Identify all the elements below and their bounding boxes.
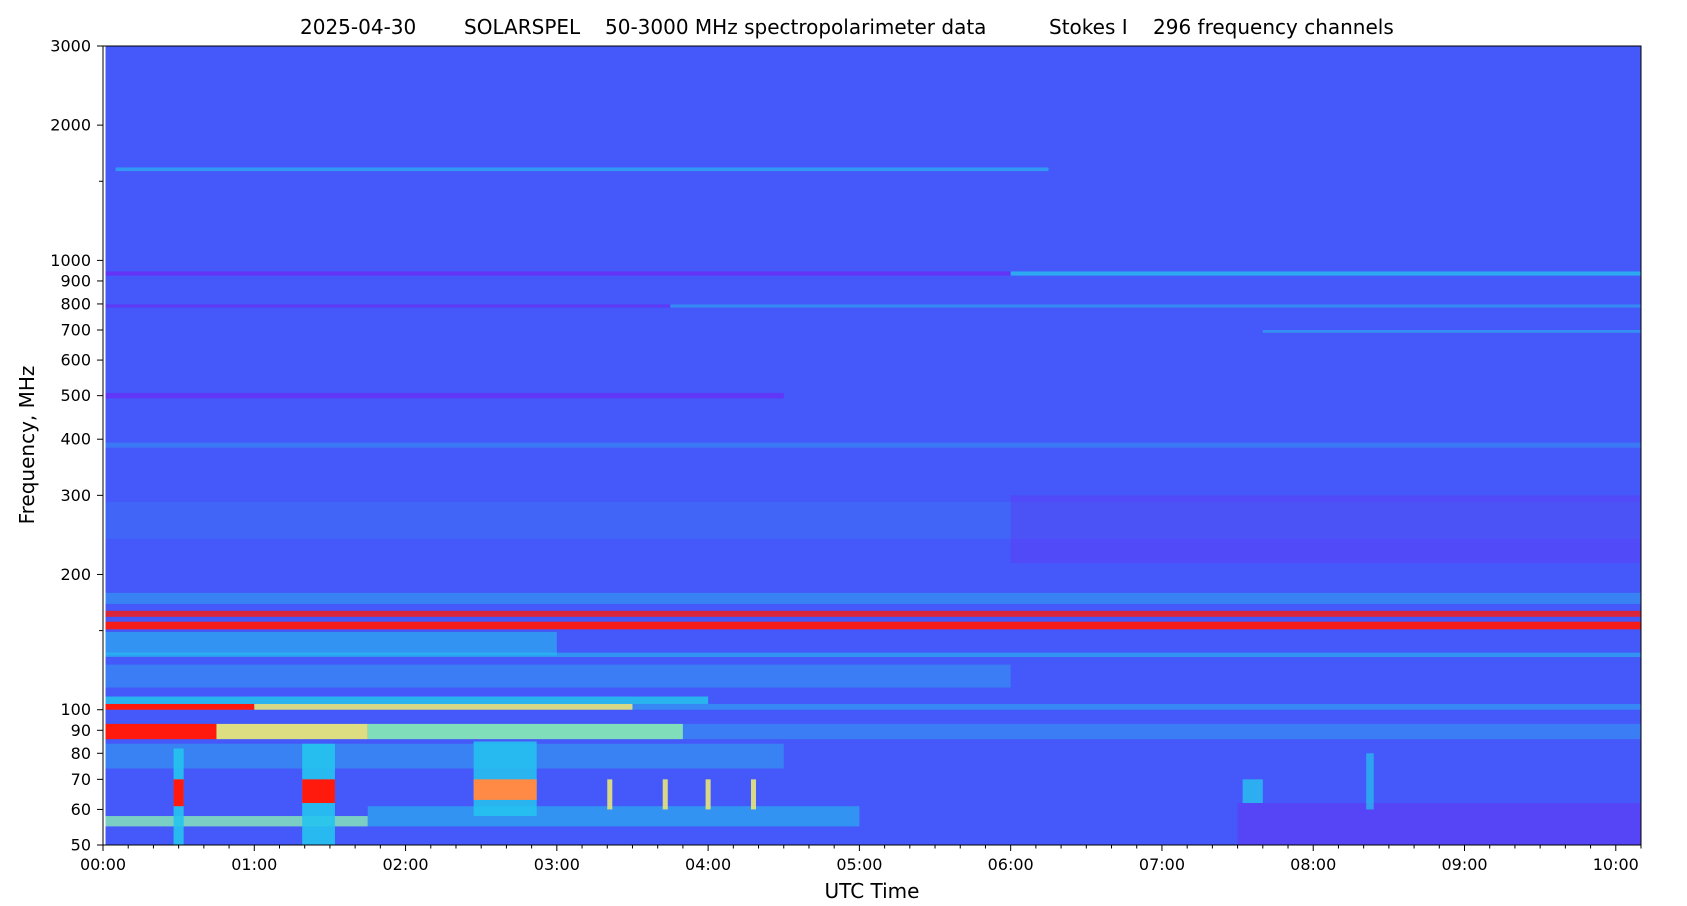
radio-burst — [662, 779, 668, 810]
x-tick-label: 08:00 — [1290, 855, 1336, 874]
frequency-band — [105, 652, 1641, 658]
frequency-band — [115, 167, 1049, 172]
x-tick-label: 02:00 — [383, 855, 429, 874]
radio-burst — [302, 779, 335, 804]
x-axis: 00:00 01:00 02:00 03:00 04:00 05:00 06:00 07:00… — [80, 845, 1642, 874]
frequency-band — [105, 592, 1641, 604]
spectrogram-background — [105, 46, 1641, 845]
x-tick-label: 06:00 — [988, 855, 1034, 874]
y-tick-label: 300 — [60, 486, 91, 505]
y-tick-label: 200 — [60, 565, 91, 584]
frequency-band — [105, 664, 1011, 688]
y-tick-label: 100 — [60, 700, 91, 719]
y-axis-label: Frequency, MHz — [15, 366, 39, 525]
y-tick-label: 80 — [71, 744, 91, 763]
frequency-band — [105, 442, 1641, 448]
x-tick-label: 10:00 — [1593, 855, 1639, 874]
frequency-band — [105, 621, 1641, 630]
frequency-band — [105, 816, 368, 827]
frequency-band — [670, 304, 1641, 308]
x-axis-label: UTC Time — [825, 879, 920, 903]
radio-burst — [473, 779, 537, 800]
frequency-band — [105, 703, 255, 710]
y-tick-label: 800 — [60, 294, 91, 313]
y-tick-label: 500 — [60, 386, 91, 405]
frequency-band — [682, 723, 1641, 740]
x-tick-label: 01:00 — [231, 855, 277, 874]
frequency-bands — [105, 167, 1641, 845]
x-tick-label: 09:00 — [1441, 855, 1487, 874]
frequency-band — [367, 806, 860, 827]
title-description: 50-3000 MHz spectropolarimeter data — [605, 15, 986, 39]
x-tick-label: 03:00 — [534, 855, 580, 874]
radio-burst — [705, 779, 711, 810]
frequency-band — [105, 610, 1641, 617]
y-tick-label: 90 — [71, 721, 91, 740]
frequency-band — [1010, 271, 1641, 276]
y-tick-label: 3000 — [50, 37, 91, 56]
frequency-band — [105, 696, 709, 704]
radio-burst — [473, 741, 537, 817]
frequency-band — [1237, 803, 1641, 845]
radio-burst — [1242, 779, 1263, 804]
frequency-band — [105, 271, 1011, 276]
y-tick-label: 70 — [71, 770, 91, 789]
y-tick-label: 900 — [60, 271, 91, 290]
y-tick-label: 50 — [71, 836, 91, 855]
frequency-band — [105, 743, 784, 769]
y-axis: 50 60 70 80 90 100 200 300 400 500 600 700 800 900100… — [50, 37, 103, 855]
frequency-band — [105, 631, 557, 656]
radio-burst — [1366, 753, 1374, 810]
y-tick-label: 600 — [60, 351, 91, 370]
radio-burst — [173, 779, 184, 807]
x-tick-label: 07:00 — [1139, 855, 1185, 874]
x-tick-label: 04:00 — [685, 855, 731, 874]
chart-title: 2025-04-30 SOLARSPEL 50-3000 MHz spectro… — [300, 15, 1394, 39]
y-tick-label: 400 — [60, 430, 91, 449]
frequency-band — [105, 723, 217, 740]
radio-burst — [607, 779, 613, 810]
frequency-band — [105, 304, 671, 308]
y-tick-label: 1000 — [50, 251, 91, 270]
frequency-band — [105, 501, 1641, 539]
frequency-band — [254, 703, 633, 710]
frequency-band — [367, 723, 683, 740]
y-tick-label: 700 — [60, 320, 91, 339]
frequency-band — [105, 392, 784, 399]
y-tick-label: 60 — [71, 800, 91, 819]
radio-bursts — [173, 741, 1374, 845]
title-stokes: Stokes I — [1049, 15, 1128, 39]
title-channels: 296 frequency channels — [1153, 15, 1394, 39]
title-date: 2025-04-30 — [300, 15, 416, 39]
frequency-band — [1010, 495, 1641, 564]
radio-burst — [750, 779, 757, 810]
plot-area — [105, 46, 1641, 845]
frequency-band — [216, 723, 368, 740]
x-tick-label: 05:00 — [836, 855, 882, 874]
x-tick-label: 00:00 — [80, 855, 126, 874]
y-tick-label: 2000 — [50, 116, 91, 135]
frequency-band — [632, 703, 1641, 710]
frequency-band — [1262, 329, 1641, 333]
plot-frame — [102, 45, 1642, 846]
title-instrument: SOLARSPEL — [464, 15, 581, 39]
